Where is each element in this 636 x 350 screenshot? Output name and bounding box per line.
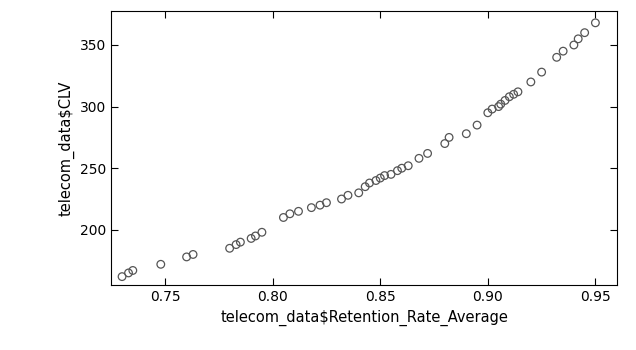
Point <box>235 239 245 245</box>
Point <box>336 196 347 202</box>
Point <box>397 166 407 171</box>
Point <box>188 252 198 257</box>
Point <box>551 55 562 60</box>
Point <box>293 209 303 214</box>
Point <box>414 155 424 161</box>
Point <box>483 110 493 116</box>
Point <box>375 175 385 181</box>
Point <box>315 202 325 208</box>
Point <box>231 242 241 247</box>
Point <box>504 94 515 99</box>
Point <box>526 79 536 85</box>
Point <box>444 135 454 140</box>
Point <box>573 36 583 42</box>
Point <box>128 268 138 273</box>
Point <box>343 193 353 198</box>
Point <box>279 215 289 220</box>
Point <box>537 69 547 75</box>
Point <box>380 173 390 178</box>
Point <box>246 236 256 241</box>
Point <box>472 122 482 128</box>
Point <box>495 102 506 107</box>
Point <box>123 270 134 276</box>
Point <box>461 131 471 136</box>
Point <box>403 163 413 169</box>
Point <box>251 233 261 239</box>
Point <box>579 30 590 35</box>
Point <box>257 230 267 235</box>
Point <box>156 261 166 267</box>
Point <box>439 141 450 146</box>
Point <box>354 190 364 196</box>
Point <box>509 91 519 97</box>
Point <box>321 200 331 205</box>
Point <box>558 48 568 54</box>
Point <box>360 184 370 189</box>
Point <box>371 178 381 183</box>
Point <box>569 42 579 48</box>
Point <box>181 254 191 260</box>
Point <box>364 180 375 186</box>
Point <box>307 205 317 210</box>
Point <box>422 150 432 156</box>
Point <box>285 211 295 217</box>
Point <box>513 89 523 95</box>
Point <box>386 172 396 177</box>
Point <box>494 104 504 110</box>
Point <box>117 274 127 279</box>
Point <box>225 245 235 251</box>
Point <box>487 106 497 112</box>
Point <box>590 20 600 26</box>
Point <box>500 98 510 103</box>
X-axis label: telecom_data$Retention_Rate_Average: telecom_data$Retention_Rate_Average <box>220 310 508 326</box>
Y-axis label: telecom_data$CLV: telecom_data$CLV <box>59 80 74 216</box>
Point <box>392 168 403 174</box>
